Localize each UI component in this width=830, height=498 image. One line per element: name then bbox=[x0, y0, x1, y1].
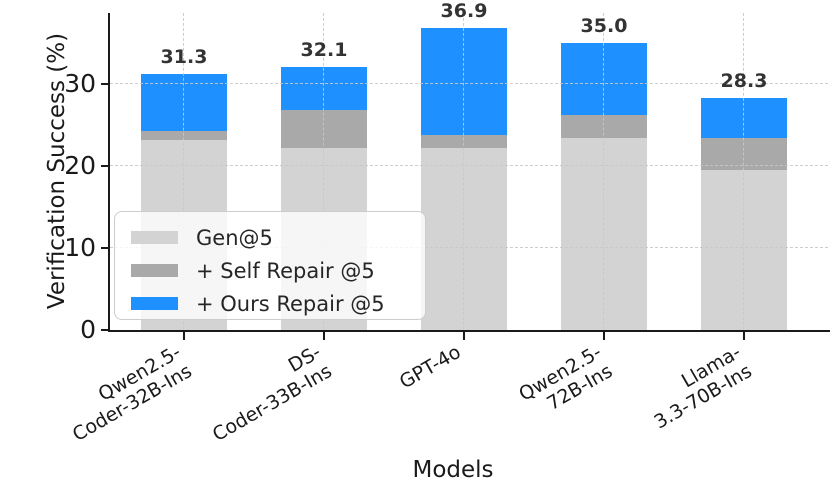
bar-value-label-3: 36.9 bbox=[440, 0, 488, 22]
bar-segment-5-2 bbox=[701, 137, 787, 171]
legend-label-self-repair: + Self Repair @5 bbox=[196, 258, 375, 283]
x-tick-label-line: GPT-4o bbox=[396, 341, 465, 394]
bar-segment-3-1 bbox=[421, 148, 507, 330]
bar-value-label-2: 32.1 bbox=[300, 39, 348, 62]
v-gridline-4 bbox=[603, 13, 604, 330]
bar-segment-2-2 bbox=[281, 109, 367, 149]
x-tick-label-3: GPT-4o bbox=[396, 341, 465, 393]
bar-segment-3-2 bbox=[421, 135, 507, 149]
y-tick-20 bbox=[101, 165, 109, 168]
y-tick-30 bbox=[101, 83, 109, 86]
bar-value-label-5: 28.3 bbox=[720, 70, 768, 93]
y-tick-label-30: 30 bbox=[64, 69, 96, 99]
bar-segment-2-3 bbox=[281, 67, 367, 110]
bar-segment-4-1 bbox=[561, 138, 647, 330]
bar-segment-3-3 bbox=[421, 27, 507, 136]
legend-label-gen: Gen@5 bbox=[196, 225, 273, 250]
bar-value-label-1: 31.3 bbox=[160, 45, 208, 68]
x-tick-1 bbox=[183, 332, 185, 340]
y-tick-label-10: 10 bbox=[64, 233, 96, 263]
x-tick-2 bbox=[323, 332, 325, 340]
bar-value-label-4: 35.0 bbox=[580, 15, 628, 38]
y-tick-10 bbox=[101, 247, 109, 250]
v-gridline-3 bbox=[463, 13, 464, 330]
x-tick-4 bbox=[603, 332, 605, 340]
legend-swatch-gen bbox=[131, 231, 178, 244]
x-tick-label-5: Llama- 3.3-70B-Ins bbox=[640, 341, 756, 433]
bar-segment-4-2 bbox=[561, 114, 647, 139]
x-axis-spine bbox=[108, 330, 830, 332]
y-tick-0 bbox=[101, 329, 109, 331]
h-gridline-10 bbox=[110, 247, 828, 249]
bar-segment-5-1 bbox=[701, 170, 787, 330]
v-gridline-2 bbox=[323, 13, 324, 330]
v-gridline-1 bbox=[183, 13, 184, 330]
x-tick-label-1: Qwen2.5- Coder-32B-Ins bbox=[58, 341, 196, 446]
bar-segment-1-2 bbox=[141, 130, 227, 140]
bar-segment-1-3 bbox=[141, 73, 227, 131]
legend-swatch-self-repair bbox=[131, 264, 178, 277]
x-tick-3 bbox=[463, 332, 465, 340]
legend-item-ours-repair: + Ours Repair @5 bbox=[115, 287, 425, 320]
legend-item-self-repair: + Self Repair @5 bbox=[115, 254, 425, 287]
legend-item-gen: Gen@5 bbox=[115, 221, 425, 254]
x-tick-label-2: DS- Coder-33B-Ins bbox=[198, 341, 336, 446]
bar-segment-4-3 bbox=[561, 43, 647, 115]
y-tick-label-0: 0 bbox=[80, 315, 96, 344]
legend-swatch-ours-repair bbox=[131, 297, 178, 310]
v-gridline-5 bbox=[743, 13, 744, 330]
y-tick-label-20: 20 bbox=[64, 151, 96, 181]
y-axis-spine bbox=[108, 13, 110, 332]
h-gridline-30 bbox=[110, 83, 828, 85]
x-axis-title: Models bbox=[412, 457, 494, 483]
h-gridline-20 bbox=[110, 165, 828, 167]
x-tick-label-4: Qwen2.5- 72B-Ins bbox=[515, 341, 616, 425]
legend: Gen@5 + Self Repair @5 + Ours Repair @5 bbox=[114, 211, 426, 320]
legend-label-ours-repair: + Ours Repair @5 bbox=[196, 291, 385, 316]
bar-segment-5-3 bbox=[701, 98, 787, 138]
x-tick-5 bbox=[743, 332, 745, 340]
